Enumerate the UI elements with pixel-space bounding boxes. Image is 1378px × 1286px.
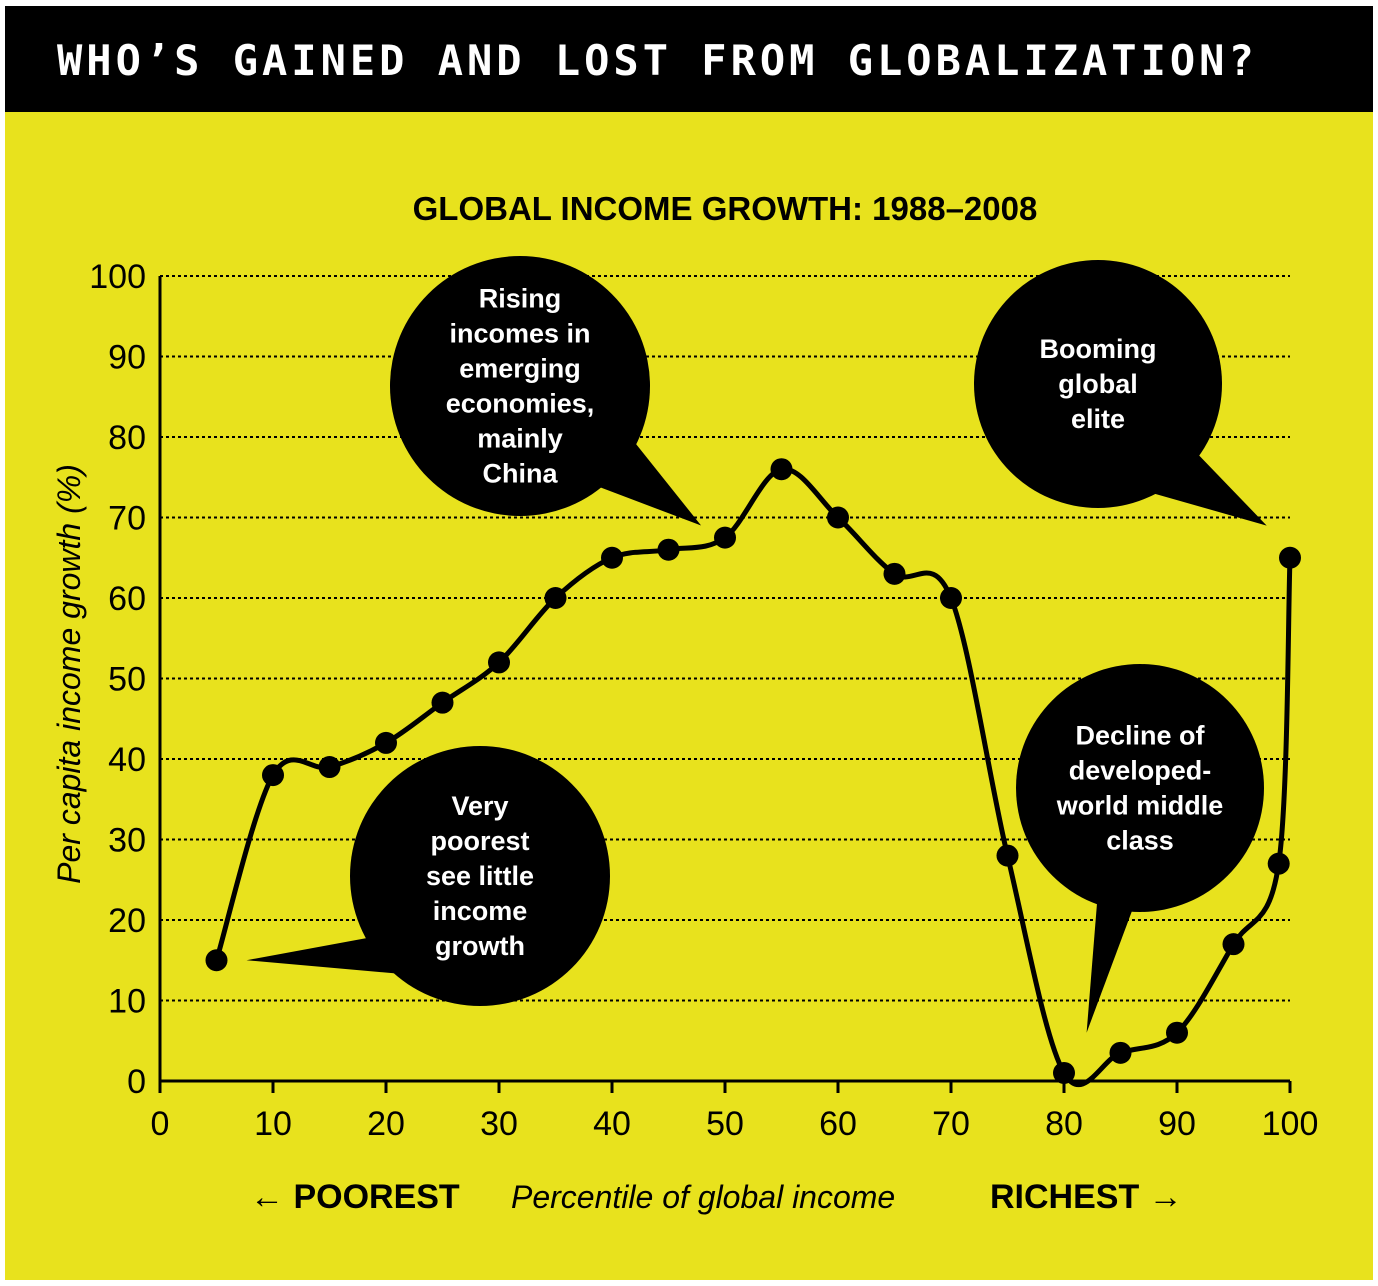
- x-tick-label: 10: [254, 1105, 292, 1143]
- chart-panel: WHO’S GAINED AND LOST FROM GLOBALIZATION…: [5, 6, 1373, 1280]
- x-tick-label: 30: [480, 1105, 518, 1143]
- x-axis-right-label: RICHEST →: [990, 1178, 1183, 1216]
- data-point: [1053, 1061, 1075, 1084]
- y-axis-title: Per capita income growth (%): [51, 464, 87, 884]
- gridlines: [160, 275, 1290, 1002]
- callout-text: incomes in: [449, 319, 590, 349]
- y-tick-label: 40: [108, 741, 146, 779]
- y-tick-label: 30: [108, 822, 146, 860]
- callout-text: Decline of: [1075, 721, 1205, 751]
- callout-text: elite: [1071, 404, 1125, 434]
- data-point: [262, 764, 284, 787]
- data-point: [714, 526, 736, 549]
- x-tick-label: 80: [1045, 1105, 1083, 1143]
- callout-bubble: Rising incomes in emerging economies, mainly…: [390, 256, 702, 526]
- x-axis: 0 10 20 30 40 50 60 70 80 90 100: [151, 1079, 1319, 1143]
- data-point: [1109, 1041, 1132, 1064]
- callout-text: class: [1106, 826, 1174, 856]
- x-tick-label: 90: [1158, 1105, 1196, 1143]
- data-point: [657, 538, 680, 561]
- x-tick-label: 40: [593, 1105, 631, 1143]
- x-tick-label: 60: [819, 1105, 857, 1143]
- data-point: [375, 731, 397, 754]
- callout-text: Booming: [1040, 334, 1157, 364]
- callout-text: growth: [435, 931, 525, 961]
- callout-text: China: [482, 459, 558, 489]
- data-point: [996, 844, 1019, 867]
- data-point: [544, 587, 567, 609]
- callout-circle: [1016, 664, 1264, 912]
- y-tick-label: 50: [108, 661, 146, 699]
- y-tick-label: 80: [108, 419, 146, 457]
- y-tick-label: 0: [127, 1063, 146, 1101]
- header-bar: WHO’S GAINED AND LOST FROM GLOBALIZATION…: [5, 6, 1373, 112]
- callout-text: world middle: [1056, 791, 1224, 821]
- x-tick-label: 100: [1262, 1105, 1319, 1143]
- callout-bubble: Booming global elite: [974, 260, 1267, 526]
- data-point: [827, 506, 849, 529]
- x-axis-left-label: ← POOREST: [250, 1178, 460, 1216]
- callout-text: poorest: [430, 826, 529, 856]
- callout-text: emerging: [459, 354, 581, 384]
- callout-circle: [974, 260, 1222, 508]
- data-point: [1267, 852, 1290, 875]
- data-point: [770, 458, 793, 481]
- data-points: [205, 458, 1301, 1084]
- y-tick-label: 60: [108, 580, 146, 618]
- y-tick-label: 10: [108, 983, 146, 1021]
- callout-text: see little: [426, 861, 534, 891]
- x-tick-label: 0: [151, 1105, 170, 1143]
- data-point: [1279, 546, 1301, 569]
- callout-text: mainly: [477, 424, 563, 454]
- annotations: Very poorest see little income growth Rising i…: [246, 256, 1267, 1033]
- y-tick-label: 90: [108, 339, 146, 377]
- chart: GLOBAL INCOME GROWTH: 1988–2008 0 10 20 30 4…: [51, 190, 1319, 1216]
- y-tick-label: 20: [108, 902, 146, 940]
- callout-bubble: Very poorest see little income growth: [246, 746, 610, 1006]
- x-axis-title: Percentile of global income: [511, 1179, 895, 1215]
- callout-text: Very: [451, 791, 508, 821]
- y-tick-label: 70: [108, 500, 146, 538]
- y-axis: 0 10 20 30 40 50 60 70 80 90 100: [89, 258, 162, 1101]
- callout-text: developed-: [1069, 756, 1212, 786]
- callout-circle: [350, 746, 610, 1006]
- data-point: [940, 587, 962, 609]
- x-tick-label: 70: [932, 1105, 970, 1143]
- chart-title: GLOBAL INCOME GROWTH: 1988–2008: [413, 190, 1038, 227]
- callout-text: income: [433, 896, 528, 926]
- data-point: [488, 651, 510, 674]
- banner-title: WHO’S GAINED AND LOST FROM GLOBALIZATION…: [57, 36, 1258, 85]
- callout-bubble: Decline of developed-world middle class: [1016, 664, 1264, 1033]
- data-point: [601, 546, 623, 569]
- x-tick-label: 20: [367, 1105, 405, 1143]
- data-point: [318, 756, 341, 779]
- data-point: [1166, 1021, 1188, 1044]
- data-point: [431, 691, 454, 714]
- callout-text: global: [1058, 369, 1138, 399]
- callout-text: economies,: [446, 389, 595, 419]
- x-tick-label: 50: [706, 1105, 744, 1143]
- data-point: [1222, 933, 1245, 956]
- data-point: [883, 562, 906, 585]
- data-point: [205, 949, 228, 972]
- y-tick-label: 100: [89, 258, 146, 296]
- callout-circle: [390, 256, 650, 516]
- callout-text: Rising: [479, 284, 562, 314]
